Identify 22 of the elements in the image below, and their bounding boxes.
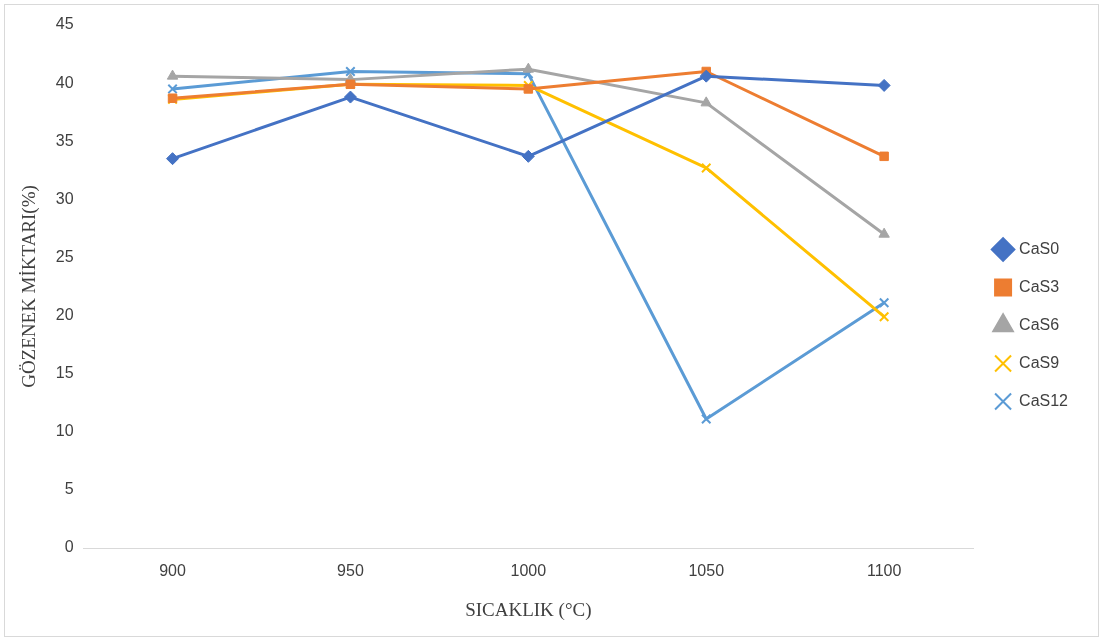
y-tick-label: 10	[55, 422, 74, 440]
y-axis-title: GÖZENEK MİKTARI(%)	[18, 185, 41, 388]
x-axis-title: SICAKLIK (°C)	[465, 598, 592, 621]
y-tick-label: 5	[64, 480, 74, 498]
legend-label: CaS0	[1019, 239, 1060, 257]
x-tick-label: 1100	[866, 562, 902, 580]
legend-label: CaS6	[1019, 315, 1060, 333]
y-tick-label: 40	[55, 73, 74, 91]
y-tick-label: 30	[55, 189, 74, 207]
y-tick-label: 15	[55, 364, 74, 382]
y-tick-label: 35	[55, 131, 74, 149]
x-tick-label: 1000	[510, 562, 547, 580]
legend-label: CaS3	[1019, 277, 1060, 295]
x-tick-label: 950	[337, 562, 364, 580]
y-tick-label: 0	[64, 538, 74, 556]
x-tick-label: 900	[159, 562, 186, 580]
y-tick-label: 25	[55, 247, 74, 265]
legend-label: CaS12	[1019, 391, 1069, 409]
y-tick-label: 20	[55, 305, 74, 323]
legend-label: CaS9	[1019, 353, 1060, 371]
x-tick-label: 1050	[688, 562, 725, 580]
y-tick-label: 45	[55, 15, 74, 33]
